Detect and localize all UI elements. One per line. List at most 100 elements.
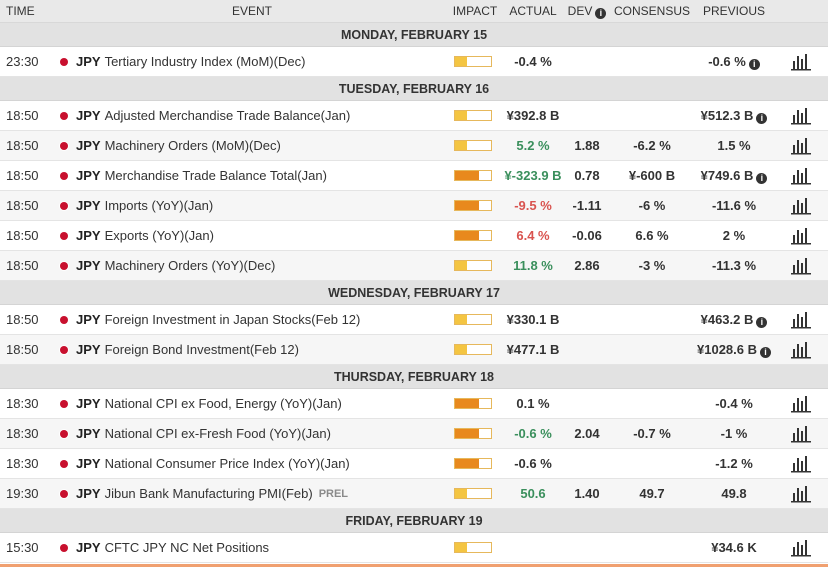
event-cell[interactable]: JPY Foreign Investment in Japan Stocks(Fe… [56, 312, 448, 327]
bar-chart-icon[interactable] [790, 455, 812, 473]
event-name[interactable]: National CPI ex-Fresh Food (YoY)(Jan) [104, 426, 331, 441]
impact-cell [448, 344, 502, 355]
bar-chart-icon[interactable] [790, 311, 812, 329]
chart-cell [774, 539, 828, 557]
header-consensus[interactable]: CONSENSUS [613, 4, 690, 18]
day-header: THURSDAY, FEBRUARY 18 [0, 365, 828, 389]
table-row[interactable]: 18:30 JPY National CPI ex-Fresh Food (YoY)… [0, 419, 828, 449]
previous-value: 49.8 [721, 486, 747, 501]
impact-segment [455, 57, 467, 66]
event-name[interactable]: Merchandise Trade Balance Total(Jan) [104, 168, 327, 183]
info-icon[interactable]: i [760, 346, 771, 358]
event-name[interactable]: National CPI ex Food, Energy (YoY)(Jan) [104, 396, 342, 411]
info-icon[interactable]: i [756, 172, 768, 184]
previous-cell: -11.3 % [694, 258, 774, 273]
event-cell[interactable]: JPY National Consumer Price Index (YoY)(J… [56, 456, 448, 471]
previous-value: -0.6 % [708, 53, 746, 69]
day-header: MONDAY, FEBRUARY 15 [0, 23, 828, 47]
event-name[interactable]: Exports (YoY)(Jan) [104, 228, 214, 243]
event-cell[interactable]: JPY Imports (YoY)(Jan) [56, 198, 448, 213]
info-icon[interactable]: i [756, 316, 768, 328]
event-currency: JPY [76, 138, 101, 153]
event-cell[interactable]: JPY National CPI ex Food, Energy (YoY)(Ja… [56, 396, 448, 411]
event-cell[interactable]: JPY Jibun Bank Manufacturing PMI(Feb) PREL [56, 486, 448, 501]
actual-value: 50.6 [520, 486, 546, 501]
event-name[interactable]: Machinery Orders (MoM)(Dec) [104, 138, 281, 153]
table-row[interactable]: 18:50 JPY Foreign Bond Investment(Feb 12) ¥… [0, 335, 828, 365]
bar-chart-icon[interactable] [790, 197, 812, 215]
table-row[interactable]: 18:30 JPY National CPI ex Food, Energy (Yo… [0, 389, 828, 419]
chart-cell [774, 167, 828, 185]
header-impact[interactable]: IMPACT [452, 4, 498, 18]
header-dev[interactable]: DEV i [564, 4, 610, 19]
bar-chart-icon[interactable] [790, 539, 812, 557]
table-row[interactable]: 18:50 JPY Machinery Orders (YoY)(Dec) 11.8 … [0, 251, 828, 281]
impact-segment [455, 459, 467, 468]
event-cell[interactable]: JPY Foreign Bond Investment(Feb 12) [56, 342, 448, 357]
event-name[interactable]: National Consumer Price Index (YoY)(Jan) [104, 456, 350, 471]
event-cell[interactable]: JPY Adjusted Merchandise Trade Balance(Ja… [56, 108, 448, 123]
header-event[interactable]: EVENT [231, 4, 272, 18]
previous-cell: -0.6 % i [694, 54, 774, 70]
impact-segment [467, 201, 479, 210]
header-time[interactable]: TIME [6, 4, 35, 18]
event-cell[interactable]: JPY Tertiary Industry Index (MoM)(Dec) [56, 54, 448, 69]
table-row[interactable]: 18:50 JPY Imports (YoY)(Jan) -9.5 % -1.11 -6 … [0, 191, 828, 221]
bar-chart-icon[interactable] [790, 167, 812, 185]
impact-segment [479, 315, 491, 324]
event-cell[interactable]: JPY Machinery Orders (MoM)(Dec) [56, 138, 448, 153]
info-icon[interactable]: i [748, 58, 760, 70]
event-name[interactable]: Foreign Investment in Japan Stocks(Feb 1… [104, 312, 361, 327]
event-cell[interactable]: JPY Machinery Orders (YoY)(Dec) [56, 258, 448, 273]
table-row[interactable]: 18:50 JPY Adjusted Merchandise Trade Balan… [0, 101, 828, 131]
chart-cell [774, 311, 828, 329]
event-cell[interactable]: JPY Exports (YoY)(Jan) [56, 228, 448, 243]
chart-cell [774, 455, 828, 473]
event-cell[interactable]: JPY CFTC JPY NC Net Positions [56, 540, 448, 555]
event-name[interactable]: CFTC JPY NC Net Positions [104, 540, 270, 555]
table-row[interactable]: 23:30 JPY Tertiary Industry Index (MoM)(De… [0, 47, 828, 77]
info-icon[interactable]: i [595, 7, 607, 19]
event-cell[interactable]: JPY National CPI ex-Fresh Food (YoY)(Jan) [56, 426, 448, 441]
info-icon[interactable]: i [756, 112, 768, 124]
bar-chart-icon[interactable] [790, 137, 812, 155]
event-name[interactable]: Imports (YoY)(Jan) [104, 198, 214, 213]
deviation-value: 2.04 [574, 426, 600, 441]
event-name[interactable]: Adjusted Merchandise Trade Balance(Jan) [104, 108, 351, 123]
impact-meter [454, 230, 492, 241]
bar-chart-icon[interactable] [790, 53, 812, 71]
previous-cell: 49.8 [694, 486, 774, 501]
table-row[interactable]: 18:50 JPY Machinery Orders (MoM)(Dec) 5.2 %… [0, 131, 828, 161]
previous-cell: 2 % [694, 228, 774, 243]
table-row[interactable]: 18:50 JPY Merchandise Trade Balance Total(… [0, 161, 828, 191]
event-name[interactable]: Jibun Bank Manufacturing PMI(Feb) [104, 486, 313, 501]
table-row[interactable]: 19:30 JPY Jibun Bank Manufacturing PMI(Feb… [0, 479, 828, 509]
event-cell[interactable]: JPY Merchandise Trade Balance Total(Jan) [56, 168, 448, 183]
actual-value: ¥330.1 B [506, 312, 560, 327]
event-currency: JPY [76, 540, 101, 555]
event-name[interactable]: Foreign Bond Investment(Feb 12) [104, 342, 299, 357]
bar-chart-icon[interactable] [790, 395, 812, 413]
impact-cell [448, 170, 502, 181]
table-row[interactable]: 15:30 JPY CFTC JPY NC Net Positions ¥34.6 K [0, 533, 828, 563]
event-name[interactable]: Machinery Orders (YoY)(Dec) [104, 258, 276, 273]
impact-segment [455, 231, 467, 240]
bar-chart-icon[interactable] [790, 257, 812, 275]
header-actual[interactable]: ACTUAL [509, 4, 557, 18]
event-name[interactable]: Tertiary Industry Index (MoM)(Dec) [104, 54, 306, 69]
bar-chart-icon[interactable] [790, 227, 812, 245]
event-currency: JPY [76, 312, 101, 327]
table-row[interactable]: 18:30 JPY National Consumer Price Index (Y… [0, 449, 828, 479]
table-row[interactable]: 18:50 JPY Foreign Investment in Japan Stoc… [0, 305, 828, 335]
bar-chart-icon[interactable] [790, 425, 812, 443]
table-row[interactable]: 18:50 JPY Exports (YoY)(Jan) 6.4 % -0.06 6.6 … [0, 221, 828, 251]
bar-chart-icon[interactable] [790, 341, 812, 359]
bar-chart-icon[interactable] [790, 107, 812, 125]
japan-flag-icon [60, 261, 68, 270]
bar-chart-icon[interactable] [790, 485, 812, 503]
chart-cell [774, 137, 828, 155]
header-previous[interactable]: PREVIOUS [702, 4, 765, 18]
impact-meter [454, 428, 492, 439]
